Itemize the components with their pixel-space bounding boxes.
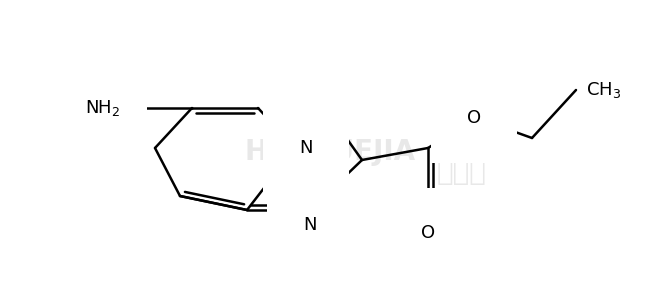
Text: N: N (303, 216, 317, 234)
Text: HUAXUEJIA: HUAXUEJIA (244, 138, 415, 166)
Text: O: O (421, 224, 435, 242)
Text: 化学加: 化学加 (437, 158, 487, 186)
Text: ®: ® (445, 127, 456, 137)
Text: CH$_3$: CH$_3$ (586, 80, 621, 100)
Text: N: N (299, 139, 312, 157)
Text: NH$_2$: NH$_2$ (85, 98, 120, 118)
Text: O: O (467, 109, 481, 127)
